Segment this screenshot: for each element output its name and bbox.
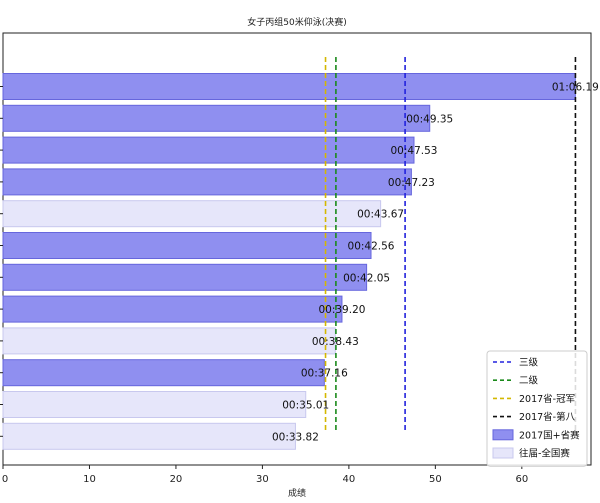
bar-value-label: 00:43.67 bbox=[357, 209, 404, 221]
legend-entry: 2017省-第八 bbox=[519, 411, 576, 423]
bar-value-label: 00:35.01 bbox=[282, 400, 329, 412]
x-tick-label: 20 bbox=[170, 474, 183, 485]
bar bbox=[2, 422, 296, 450]
bar-value-label: 00:47.53 bbox=[391, 145, 438, 157]
bar bbox=[2, 232, 372, 259]
x-tick-label: 30 bbox=[256, 474, 269, 485]
bar bbox=[2, 391, 307, 418]
bar-value-label: 00:38.43 bbox=[312, 336, 359, 348]
bar-value-label: 00:42.05 bbox=[343, 272, 390, 284]
legend-swatch bbox=[492, 429, 514, 441]
x-tick-label: 40 bbox=[343, 474, 356, 485]
legend-entry: 2017省-冠军 bbox=[519, 393, 575, 405]
bar-value-label: 00:49.35 bbox=[406, 113, 453, 125]
x-tick-label: 50 bbox=[429, 474, 442, 485]
bar bbox=[2, 295, 343, 323]
chart-title: 女子丙组50米仰泳(决赛) bbox=[247, 16, 346, 28]
x-axis-label: 成绩 bbox=[288, 487, 306, 499]
legend-entry: 往届-全国赛 bbox=[519, 448, 570, 460]
bar bbox=[2, 168, 412, 196]
legend-entry: 三级 bbox=[519, 357, 539, 369]
bar bbox=[2, 136, 415, 164]
bar bbox=[2, 104, 431, 132]
bar-value-label: 00:39.20 bbox=[318, 304, 365, 316]
bar-value-label: 01:06.19 bbox=[552, 82, 599, 94]
bar bbox=[2, 263, 368, 291]
bar-value-label: 00:37.16 bbox=[301, 368, 348, 380]
bar-value-label: 00:47.23 bbox=[388, 177, 435, 189]
x-tick-label: 0 bbox=[2, 474, 8, 485]
bar bbox=[2, 200, 382, 228]
legend-entry: 二级 bbox=[519, 375, 539, 387]
bar bbox=[2, 359, 325, 387]
x-tick-label: 60 bbox=[515, 474, 528, 485]
x-tick-label: 10 bbox=[83, 474, 96, 485]
bar-value-label: 00:42.56 bbox=[348, 241, 395, 253]
bar bbox=[2, 327, 336, 355]
legend-swatch bbox=[492, 447, 514, 459]
legend-entry: 2017国+省赛 bbox=[519, 429, 580, 441]
bar bbox=[2, 73, 576, 100]
bar-value-label: 00:33.82 bbox=[272, 431, 319, 443]
